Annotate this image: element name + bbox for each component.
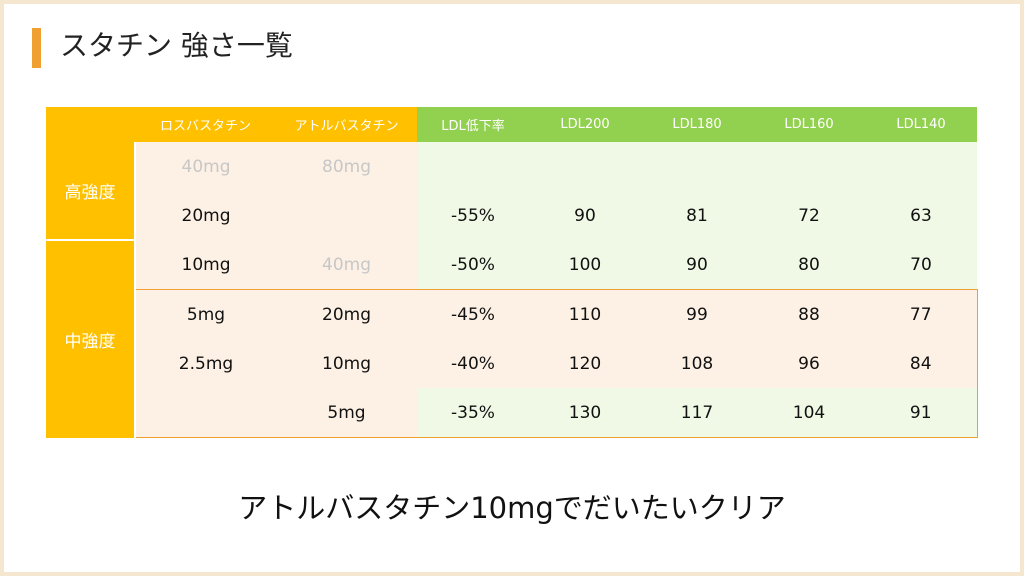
cell-ldl140: 63: [865, 191, 977, 240]
cell-ldl-reduction: -50%: [417, 240, 529, 290]
cell-rosuvastatin: 5mg: [134, 289, 276, 339]
cell-ldl180: 108: [641, 339, 753, 388]
cell-atorvastatin: 20mg: [276, 289, 417, 339]
cell-rosuvastatin: 40mg: [135, 142, 276, 191]
summary-caption: アトルバスタチン10mgでだいたいクリア: [238, 491, 786, 525]
table-row: 高強度 40mg 80mg: [46, 142, 977, 241]
table-row: 20mg -55% 90 81 72 63: [46, 191, 977, 240]
cell-ldl160: 88: [753, 289, 865, 339]
cell-rosuvastatin: 20mg: [135, 191, 276, 240]
cell-ldl-reduction: [417, 142, 529, 191]
cell-ldl200: [529, 142, 641, 191]
cell-ldl160: 96: [753, 339, 865, 388]
cell-atorvastatin: 40mg: [276, 240, 417, 290]
group-high-intensity: 高強度: [46, 142, 136, 241]
cell-ldl140: 77: [865, 289, 978, 339]
header-group: [46, 107, 135, 142]
header-rosuvastatin: ロスバスタチン: [135, 107, 276, 142]
table-row: 2.5mg 10mg -40% 120 108 96 84: [46, 339, 978, 388]
cell-ldl200: 120: [529, 339, 641, 388]
cell-atorvastatin: [276, 191, 417, 240]
cell-ldl180: 81: [641, 191, 753, 240]
cell-ldl140: 84: [865, 339, 978, 388]
header-ldl200: LDL200: [529, 107, 641, 142]
cell-rosuvastatin: [134, 388, 276, 438]
cell-ldl160: 80: [753, 240, 865, 290]
group-moderate-intensity: 中強度: [46, 240, 136, 438]
cell-ldl160: 104: [753, 388, 865, 438]
cell-atorvastatin: 5mg: [276, 388, 417, 438]
cell-ldl200: 130: [529, 388, 641, 438]
cell-ldl180: [641, 142, 753, 191]
cell-rosuvastatin: 10mg: [135, 240, 276, 290]
cell-ldl180: 117: [641, 388, 753, 438]
header-ldl180: LDL180: [641, 107, 753, 142]
table-row: 5mg -35% 130 117 104 91: [46, 388, 978, 438]
statin-intensity-table: ロスバスタチン アトルバスタチン LDL低下率 LDL200 LDL180 LD…: [46, 107, 978, 438]
table-row: 5mg 20mg -45% 110 99 88 77: [46, 289, 978, 339]
cell-ldl200: 90: [529, 191, 641, 240]
cell-ldl140: 70: [865, 240, 977, 290]
cell-ldl-reduction: -40%: [417, 339, 529, 388]
cell-ldl200: 100: [529, 240, 641, 290]
title-accent-bar: [32, 28, 41, 68]
cell-ldl-reduction: -35%: [417, 388, 529, 438]
cell-rosuvastatin: 2.5mg: [134, 339, 276, 388]
table-header-row: ロスバスタチン アトルバスタチン LDL低下率 LDL200 LDL180 LD…: [46, 107, 977, 142]
cell-ldl140: [865, 142, 977, 191]
page-title: スタチン 強さ一覧: [60, 29, 293, 62]
cell-ldl-reduction: -45%: [417, 289, 529, 339]
header-ldl160: LDL160: [753, 107, 865, 142]
cell-ldl160: [753, 142, 865, 191]
cell-atorvastatin: 80mg: [276, 142, 417, 191]
header-ldl140: LDL140: [865, 107, 977, 142]
cell-ldl180: 99: [641, 289, 753, 339]
header-ldl-reduction: LDL低下率: [417, 107, 529, 142]
table-row: 中強度 10mg 40mg -50% 100 90 80 70: [46, 240, 977, 438]
cell-ldl180: 90: [641, 240, 753, 290]
cell-atorvastatin: 10mg: [276, 339, 417, 388]
cell-ldl160: 72: [753, 191, 865, 240]
slide: スタチン 強さ一覧 ロスバスタチン アトルバスタチン LDL低下率 LDL200…: [4, 4, 1020, 572]
header-atorvastatin: アトルバスタチン: [276, 107, 417, 142]
cell-ldl-reduction: -55%: [417, 191, 529, 240]
cell-ldl140: 91: [865, 388, 978, 438]
cell-ldl200: 110: [529, 289, 641, 339]
